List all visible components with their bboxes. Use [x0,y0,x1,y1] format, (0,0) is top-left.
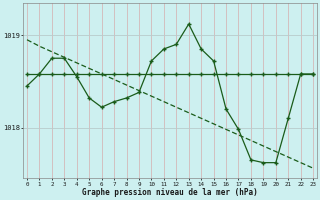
X-axis label: Graphe pression niveau de la mer (hPa): Graphe pression niveau de la mer (hPa) [82,188,258,197]
